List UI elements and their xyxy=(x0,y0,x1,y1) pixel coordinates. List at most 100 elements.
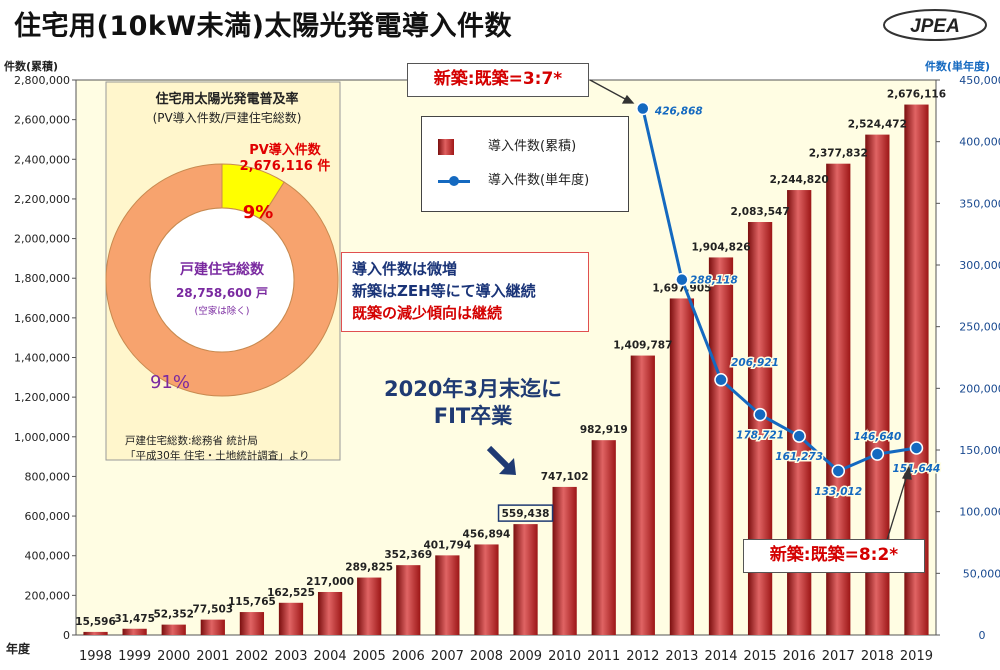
line-point-2016 xyxy=(792,429,806,443)
bar-label-2010: 747,102 xyxy=(541,471,589,483)
bar-2004 xyxy=(317,591,343,635)
annotation-trend-line1: 導入件数は微増 xyxy=(352,260,458,278)
inset-title: 住宅用太陽光発電普及率 xyxy=(155,92,299,107)
bar-label-2003: 162,525 xyxy=(267,587,315,599)
left-tick-label: 2,200,000 xyxy=(14,193,70,206)
x-tick-label: 2005 xyxy=(353,649,386,664)
line-label-2015: 178,721 xyxy=(736,430,784,442)
left-tick-label: 200,000 xyxy=(25,589,71,602)
x-tick-label: 2012 xyxy=(626,649,659,664)
bar-label-highlight-box xyxy=(497,504,554,522)
annotation-trend-line3: 既築の減少傾向は継続 xyxy=(352,304,503,322)
line-labels: 426,868 288,118 206,921 178,721 161,273 133,0… xyxy=(652,104,941,499)
bar-label-2013: 1,697,905 xyxy=(652,282,711,294)
bar-1999 xyxy=(122,628,147,635)
line-label-2013: 288,118 xyxy=(690,275,738,287)
right-tick-label: 200,000 xyxy=(959,382,1000,395)
legend-bar-label: 導入件数(累積) xyxy=(488,139,577,154)
x-axis: 1998 1999 2000 2001 2002 2003 2004 2005 2006 2007… xyxy=(79,649,933,664)
left-tick-label: 1,200,000 xyxy=(14,391,70,404)
line-label-2017: 133,012 xyxy=(814,486,862,498)
right-axis: 0 50,000 100,000 150,000 200,000 250,000 300,0… xyxy=(936,74,1000,642)
x-tick-label: 2015 xyxy=(744,649,777,664)
x-tick-label: 2002 xyxy=(235,649,268,664)
annotation-fit: 2020年3月末迄に FIT卒業 xyxy=(378,376,568,430)
x-tick-label: 2007 xyxy=(431,649,464,664)
line-point-2017 xyxy=(831,464,846,478)
left-tick-label: 800,000 xyxy=(25,470,71,483)
right-tick-label: 400,000 xyxy=(959,136,1000,149)
bar-2005 xyxy=(357,577,382,635)
bar-2003 xyxy=(278,602,304,635)
left-tick-label: 1,600,000 xyxy=(14,312,70,325)
x-tick-label: 2004 xyxy=(314,649,347,664)
bar-2013 xyxy=(669,298,695,635)
pie-pv-pct: 9% xyxy=(243,202,274,223)
x-axis-title: 年度 xyxy=(6,641,31,656)
x-tick-label: 2008 xyxy=(470,649,503,664)
bar-2006 xyxy=(396,565,421,635)
left-tick-label: 400,000 xyxy=(25,550,71,563)
right-tick-label: 350,000 xyxy=(959,197,1000,210)
x-tick-label: 2006 xyxy=(392,649,425,664)
left-tick-label: 2,600,000 xyxy=(14,114,70,127)
bar-2012 xyxy=(630,355,655,635)
right-tick-label: 150,000 xyxy=(959,444,1000,457)
left-tick-label: 600,000 xyxy=(25,510,71,523)
right-tick-label: 450,000 xyxy=(959,74,1000,87)
bar-2008 xyxy=(474,544,499,635)
left-axis-title: 件数(累積) xyxy=(4,59,58,73)
bar-2002 xyxy=(239,612,265,635)
legend-item-bar: 導入件数(累積) xyxy=(438,137,576,157)
pie-center-label: 戸建住宅総数 xyxy=(180,261,265,278)
line-point-2015 xyxy=(753,407,767,422)
left-tick-label: 0 xyxy=(63,629,70,642)
x-tick-label: 2016 xyxy=(783,649,816,664)
line-label-2014: 206,921 xyxy=(731,357,779,369)
bar-label-2002: 115,765 xyxy=(228,596,276,608)
bar-label-2007: 401,794 xyxy=(423,539,471,551)
bar-label-2018: 2,524,472 xyxy=(848,119,907,131)
inset-pie: 9% 91% 戸建住宅総数 28,758,600 戸 (空家は除く) xyxy=(105,163,339,397)
x-tick-label: 1998 xyxy=(79,649,112,664)
inset-pv-label-text: PV導入件数 xyxy=(249,143,321,158)
annotation-fit-line1: 2020年3月末迄に xyxy=(383,377,563,401)
bar-label-2004: 217,000 xyxy=(306,576,354,588)
left-tick-label: 1,800,000 xyxy=(14,272,70,285)
line-label-2018: 146,640 xyxy=(853,431,901,443)
bar-2007 xyxy=(435,555,460,635)
bar-label-2000: 52,352 xyxy=(153,609,194,621)
right-tick-label: 50,000 xyxy=(963,567,1000,580)
x-tick-label: 2014 xyxy=(704,649,737,664)
line-point-2019 xyxy=(909,441,924,455)
inset-pv-label: PV導入件数 2,676,116 件 xyxy=(205,143,365,175)
bar-label-2011: 982,919 xyxy=(580,424,628,436)
jpea-logo: JPEA xyxy=(883,9,987,41)
bar-2000 xyxy=(161,624,186,635)
bar-label-2017: 2,377,832 xyxy=(809,148,868,160)
x-tick-label: 2011 xyxy=(587,649,620,664)
x-tick-label: 1999 xyxy=(118,649,151,664)
pie-hole xyxy=(149,207,295,353)
line-point-2013 xyxy=(675,272,689,287)
legend-line-label: 導入件数(単年度) xyxy=(488,173,590,188)
x-tick-label: 2013 xyxy=(665,649,698,664)
annotation-ratio-2012: 新築:既築=3:7* xyxy=(407,63,589,97)
bar-2011 xyxy=(591,440,616,635)
right-tick-label: 300,000 xyxy=(959,259,1000,272)
bar-labels: 15,59631,47552,35277,503115,765162,52521… xyxy=(75,89,946,628)
line-label-2019: 151,644 xyxy=(893,463,941,475)
bar-label-2016: 2,244,820 xyxy=(770,174,829,186)
arrow-note2 xyxy=(886,465,912,541)
bar-2014 xyxy=(708,257,734,635)
annotation-trend-line2: 新築はZEH等にて導入継続 xyxy=(352,282,536,300)
bar-label-2005: 289,825 xyxy=(345,562,393,574)
inset-subtitle: (PV導入件数/戸建住宅総数) xyxy=(152,111,302,125)
x-tick-label: 2003 xyxy=(274,649,307,664)
bar-label-1998: 15,596 xyxy=(75,616,116,628)
x-tick-label: 2009 xyxy=(509,649,542,664)
legend-bar-swatch xyxy=(438,139,454,155)
bar-label-2009: 559,438 xyxy=(502,508,550,520)
x-tick-label: 2017 xyxy=(822,649,855,664)
bar-1998 xyxy=(83,631,108,635)
